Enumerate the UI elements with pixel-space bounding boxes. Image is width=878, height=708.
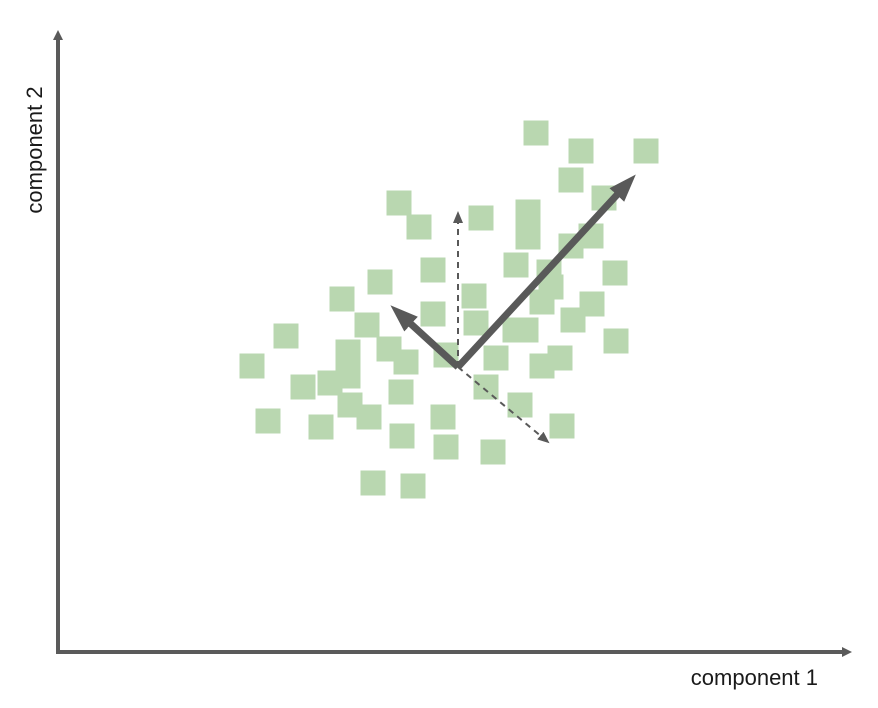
scatter-point — [400, 473, 426, 499]
scatter-point — [507, 392, 533, 418]
scatter-point — [335, 339, 361, 365]
x-axis-label: component 1 — [691, 665, 818, 690]
original-axis-1-arrow — [457, 366, 550, 444]
scatter-point — [560, 307, 586, 333]
scatter-point — [513, 317, 539, 343]
scatter-point — [461, 283, 487, 309]
scatter-point — [603, 328, 629, 354]
scatter-point — [335, 363, 361, 389]
scatter-points — [239, 120, 659, 499]
scatter-point — [473, 374, 499, 400]
scatter-point — [388, 379, 414, 405]
scatter-point — [420, 257, 446, 283]
scatter-point — [558, 167, 584, 193]
scatter-point — [354, 312, 380, 338]
scatter-point — [549, 413, 575, 439]
scatter-point — [329, 286, 355, 312]
scatter-point — [273, 323, 299, 349]
scatter-point — [430, 404, 456, 430]
scatter-point — [468, 205, 494, 231]
scatter-point — [239, 353, 265, 379]
scatter-point — [529, 289, 555, 315]
scatter-point — [406, 214, 432, 240]
scatter-point — [255, 408, 281, 434]
principal-axis-1-arrow — [455, 174, 636, 370]
scatter-point — [290, 374, 316, 400]
y-axis-label: component 2 — [22, 86, 47, 213]
scatter-point — [547, 345, 573, 371]
scatter-point — [480, 439, 506, 465]
scatter-point — [515, 224, 541, 250]
scatter-point — [308, 414, 334, 440]
scatter-point — [463, 310, 489, 336]
scatter-point — [356, 404, 382, 430]
scatter-point — [386, 190, 412, 216]
scatter-point — [633, 138, 659, 164]
scatter-point — [523, 120, 549, 146]
scatter-point — [602, 260, 628, 286]
scatter-point — [420, 301, 446, 327]
principal-axis-2-arrow — [390, 305, 461, 370]
scatter-point — [367, 269, 393, 295]
scatter-point — [393, 349, 419, 375]
scatter-point — [389, 423, 415, 449]
scatter-point — [503, 252, 529, 278]
scatter-point — [483, 345, 509, 371]
scatter-point — [433, 434, 459, 460]
scatter-point — [515, 199, 541, 225]
scatter-point — [360, 470, 386, 496]
scatter-point — [568, 138, 594, 164]
